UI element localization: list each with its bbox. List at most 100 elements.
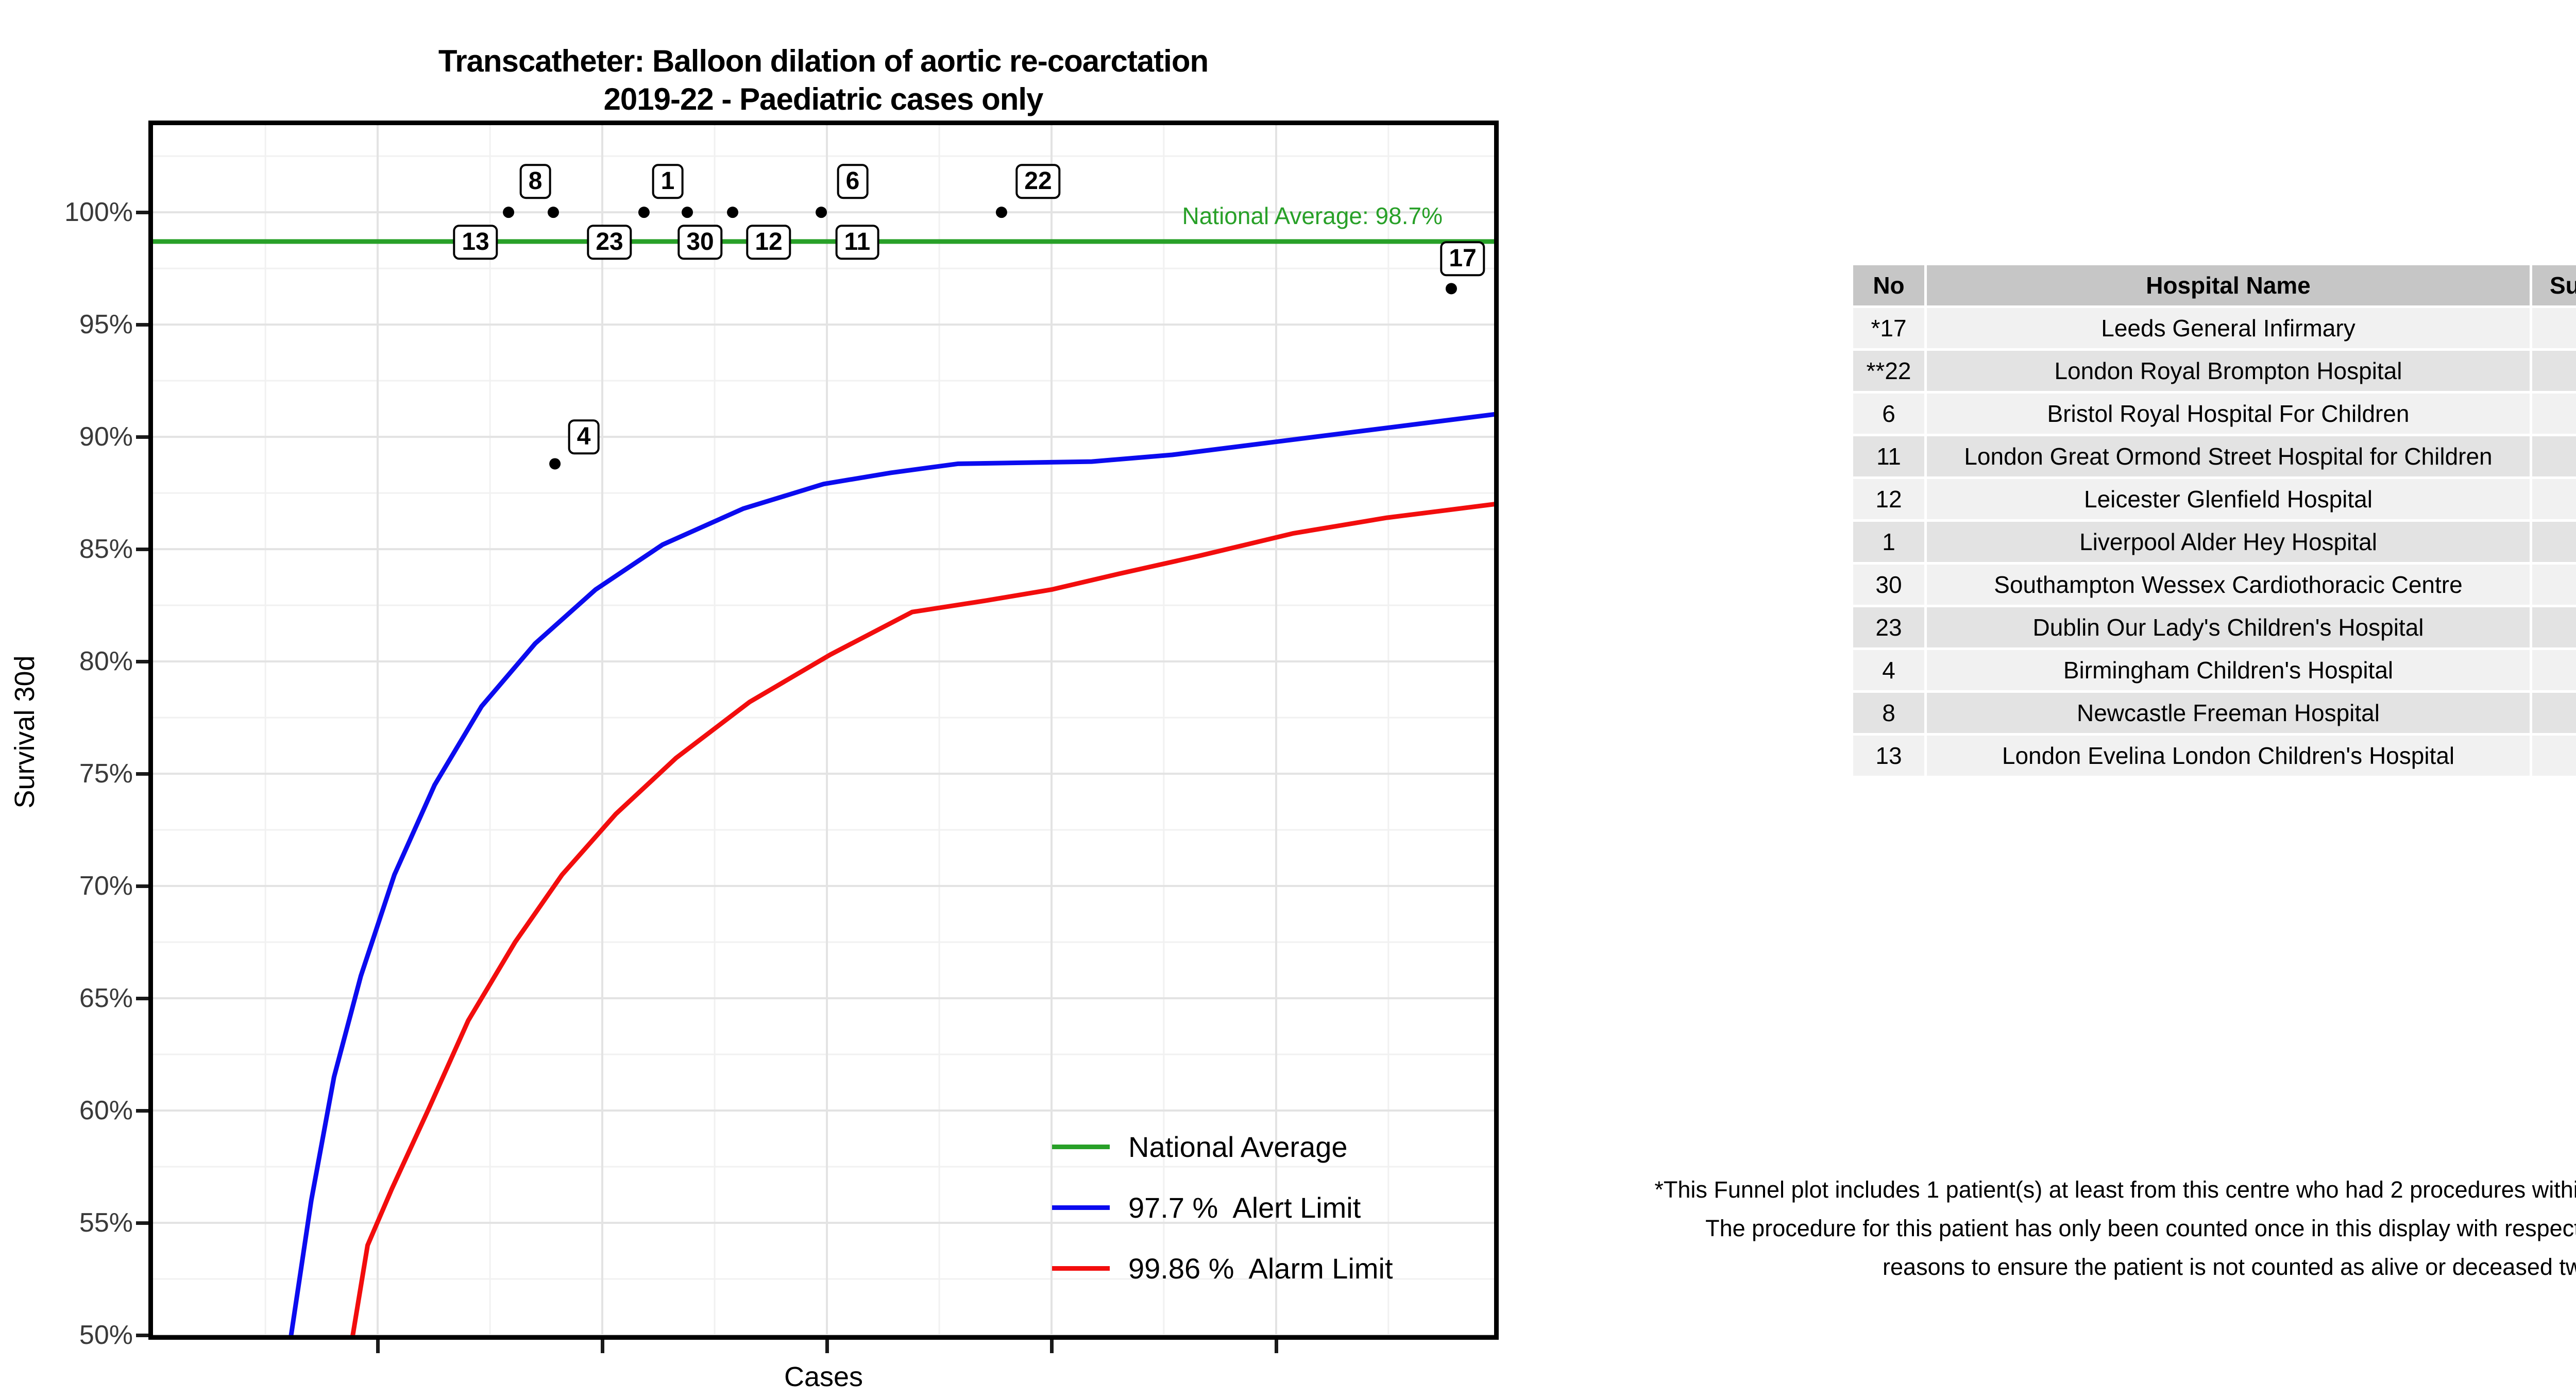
x-tick-mark [601,1340,604,1353]
y-tick-mark [136,997,149,1001]
table-cell-hospital: Bristol Royal Hospital For Children [1927,394,2530,434]
y-tick-mark [136,435,149,439]
footnote-line: *This Funnel plot includes 1 patient(s) … [1654,1176,2576,1203]
point-label-box: 4 [568,419,600,454]
table-row: 13 London Evelina London Children's Hospi… [1853,736,2576,776]
point-label-box: 6 [837,164,869,199]
table-cell-survival: 100% [2532,522,2576,562]
table-cell-survival: 100% [2532,607,2576,647]
chart-title-line1: Transcatheter: Balloon dilation of aorti… [438,44,1209,78]
table-cell-hospital: Leeds General Infirmary [1927,308,2530,348]
legend-item: National Average [1052,1122,1393,1171]
table-cell-hospital: Dublin Our Lady's Children's Hospital [1927,607,2530,647]
chart-title: Transcatheter: Balloon dilation of aorti… [308,42,1338,118]
table-cell-no: 30 [1853,565,1924,605]
y-tick-mark [136,1221,149,1225]
point-label-box: 13 [453,225,498,260]
y-tick-mark [136,548,149,552]
table-cell-hospital: Southampton Wessex Cardiothoracic Centre [1927,565,2530,605]
legend-label: 99.86 % Alarm Limit [1128,1252,1393,1285]
table-cell-no: 13 [1853,736,1924,776]
table-cell-no: 12 [1853,479,1924,519]
hospital-data-point [638,207,650,218]
table-cell-no: 23 [1853,607,1924,647]
table-row: 30 Southampton Wessex Cardiothoracic Cent… [1853,565,2576,605]
y-tick-mark [136,772,149,776]
point-label-box: 17 [1440,241,1485,276]
chart-title-line2: 2019-22 - Paediatric cases only [603,82,1044,116]
table-cell-hospital: Birmingham Children's Hospital [1927,650,2530,690]
hospital-data-point [727,207,739,218]
hospital-data-point [682,207,693,218]
x-axis-title: Cases [784,1361,863,1392]
point-label-box: 8 [519,164,551,199]
table-cell-hospital: London Great Ormond Street Hospital for … [1927,436,2530,476]
y-tick-label: 75% [79,759,133,789]
footnote-line: reasons to ensure the patient is not cou… [1883,1254,2576,1280]
point-label-box: 22 [1015,164,1061,199]
table-row: 11 London Great Ormond Street Hospital fo… [1853,436,2576,476]
hospital-data-point [1445,283,1457,295]
y-tick-label: 55% [79,1208,133,1238]
footnote-line: The procedure for this patient has only … [1705,1215,2576,1241]
x-tick-mark [825,1340,829,1353]
table-cell-survival: 100% [2532,693,2576,733]
table-cell-hospital: Newcastle Freeman Hospital [1927,693,2530,733]
legend-item: 97.7 % Alert Limit [1052,1183,1393,1232]
y-tick-label: 70% [79,871,133,901]
table-cell-survival: 97% [2532,308,2576,348]
national-average-annotation: National Average: 98.7% [1182,202,1443,229]
x-tick-mark [376,1340,380,1353]
footnote: *This Funnel plot includes 1 patient(s) … [1549,1170,2576,1286]
table-header-row: No Hospital Name Survival 30d [1853,265,2576,305]
legend-line-swatch [1052,1205,1110,1210]
y-tick-mark [136,884,149,889]
y-tick-mark [136,660,149,664]
y-tick-label: 50% [79,1320,133,1350]
table-cell-survival: 89% [2532,650,2576,690]
y-tick-label: 90% [79,422,133,452]
hospital-data-point [547,207,559,218]
point-label-box: 23 [587,225,632,260]
table-cell-hospital: London Royal Brompton Hospital [1927,351,2530,391]
hospital-data-point [995,207,1007,218]
point-label-box: 11 [835,225,879,260]
y-tick-label: 60% [79,1096,133,1126]
y-tick-label: 80% [79,646,133,677]
y-tick-mark [136,1109,149,1113]
table-cell-hospital: London Evelina London Children's Hospita… [1927,736,2530,776]
y-tick-label: 85% [79,534,133,565]
chart-legend: National Average 97.7 % Alert Limit 99.86 … [1052,1122,1393,1304]
y-tick-label: 65% [79,983,133,1014]
alert-limit-curve [289,412,1494,1335]
alarm-limit-curve [350,502,1494,1335]
y-tick-label: 95% [79,310,133,340]
y-tick-mark [136,211,149,215]
table-header-hospital: Hospital Name [1927,265,2530,305]
legend-line-swatch [1052,1266,1110,1271]
table-cell-hospital: Liverpool Alder Hey Hospital [1927,522,2530,562]
table-header-no: No [1853,265,1924,305]
hospital-data-point [549,458,561,470]
table-cell-survival: 100% [2532,565,2576,605]
table-cell-no: **22 [1853,351,1924,391]
table-cell-survival: 100% [2532,736,2576,776]
table-cell-no: *17 [1853,308,1924,348]
y-tick-mark [136,1334,149,1337]
y-tick-mark [136,323,149,327]
x-tick-mark [1275,1340,1278,1353]
y-tick-label: 100% [64,197,133,228]
table-cell-no: 8 [1853,693,1924,733]
table-cell-no: 1 [1853,522,1924,562]
table-cell-survival: 100% [2532,479,2576,519]
table-cell-hospital: Leicester Glenfield Hospital [1927,479,2530,519]
